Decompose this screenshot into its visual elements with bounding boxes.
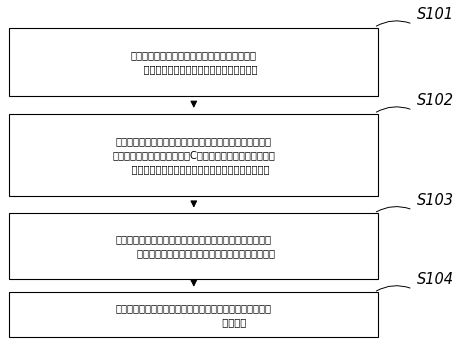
Bar xyxy=(9,28,378,96)
Text: S104: S104 xyxy=(416,272,453,287)
Bar xyxy=(9,292,378,337)
Text: 将多个单体电池依次进行一段时间的化成存储、
    陈化存储，将自放电大的单体电池挑选出来: 将多个单体电池依次进行一段时间的化成存储、 陈化存储，将自放电大的单体电池挑选出… xyxy=(130,50,257,74)
Text: 将挑选后剩余的多个合格单体电池进行分容处理，检测获得
多个单体电池的实际电池容量C，并将多个单体电池充电至同
    一荷电状态，按容量差别标准来对多个电池进行: 将挑选后剩余的多个合格单体电池进行分容处理，检测获得 多个单体电池的实际电池容量… xyxy=(112,136,275,174)
Bar xyxy=(9,213,378,279)
Text: 对相同容量差别标准档的多个电池分别进行低温直流内阻测
        试，按照所测得的电池直流内阻值对电池进行再分档: 对相同容量差别标准档的多个电池分别进行低温直流内阻测 试，按照所测得的电池直流内… xyxy=(112,234,275,258)
Bar xyxy=(9,114,378,196)
Text: 将位于同一直流内阻值分档中的多个单体电池选择配合形成
                          电池组。: 将位于同一直流内阻值分档中的多个单体电池选择配合形成 电池组。 xyxy=(116,303,271,327)
Text: S102: S102 xyxy=(416,93,453,108)
Text: S101: S101 xyxy=(416,7,453,22)
Text: S103: S103 xyxy=(416,193,453,208)
